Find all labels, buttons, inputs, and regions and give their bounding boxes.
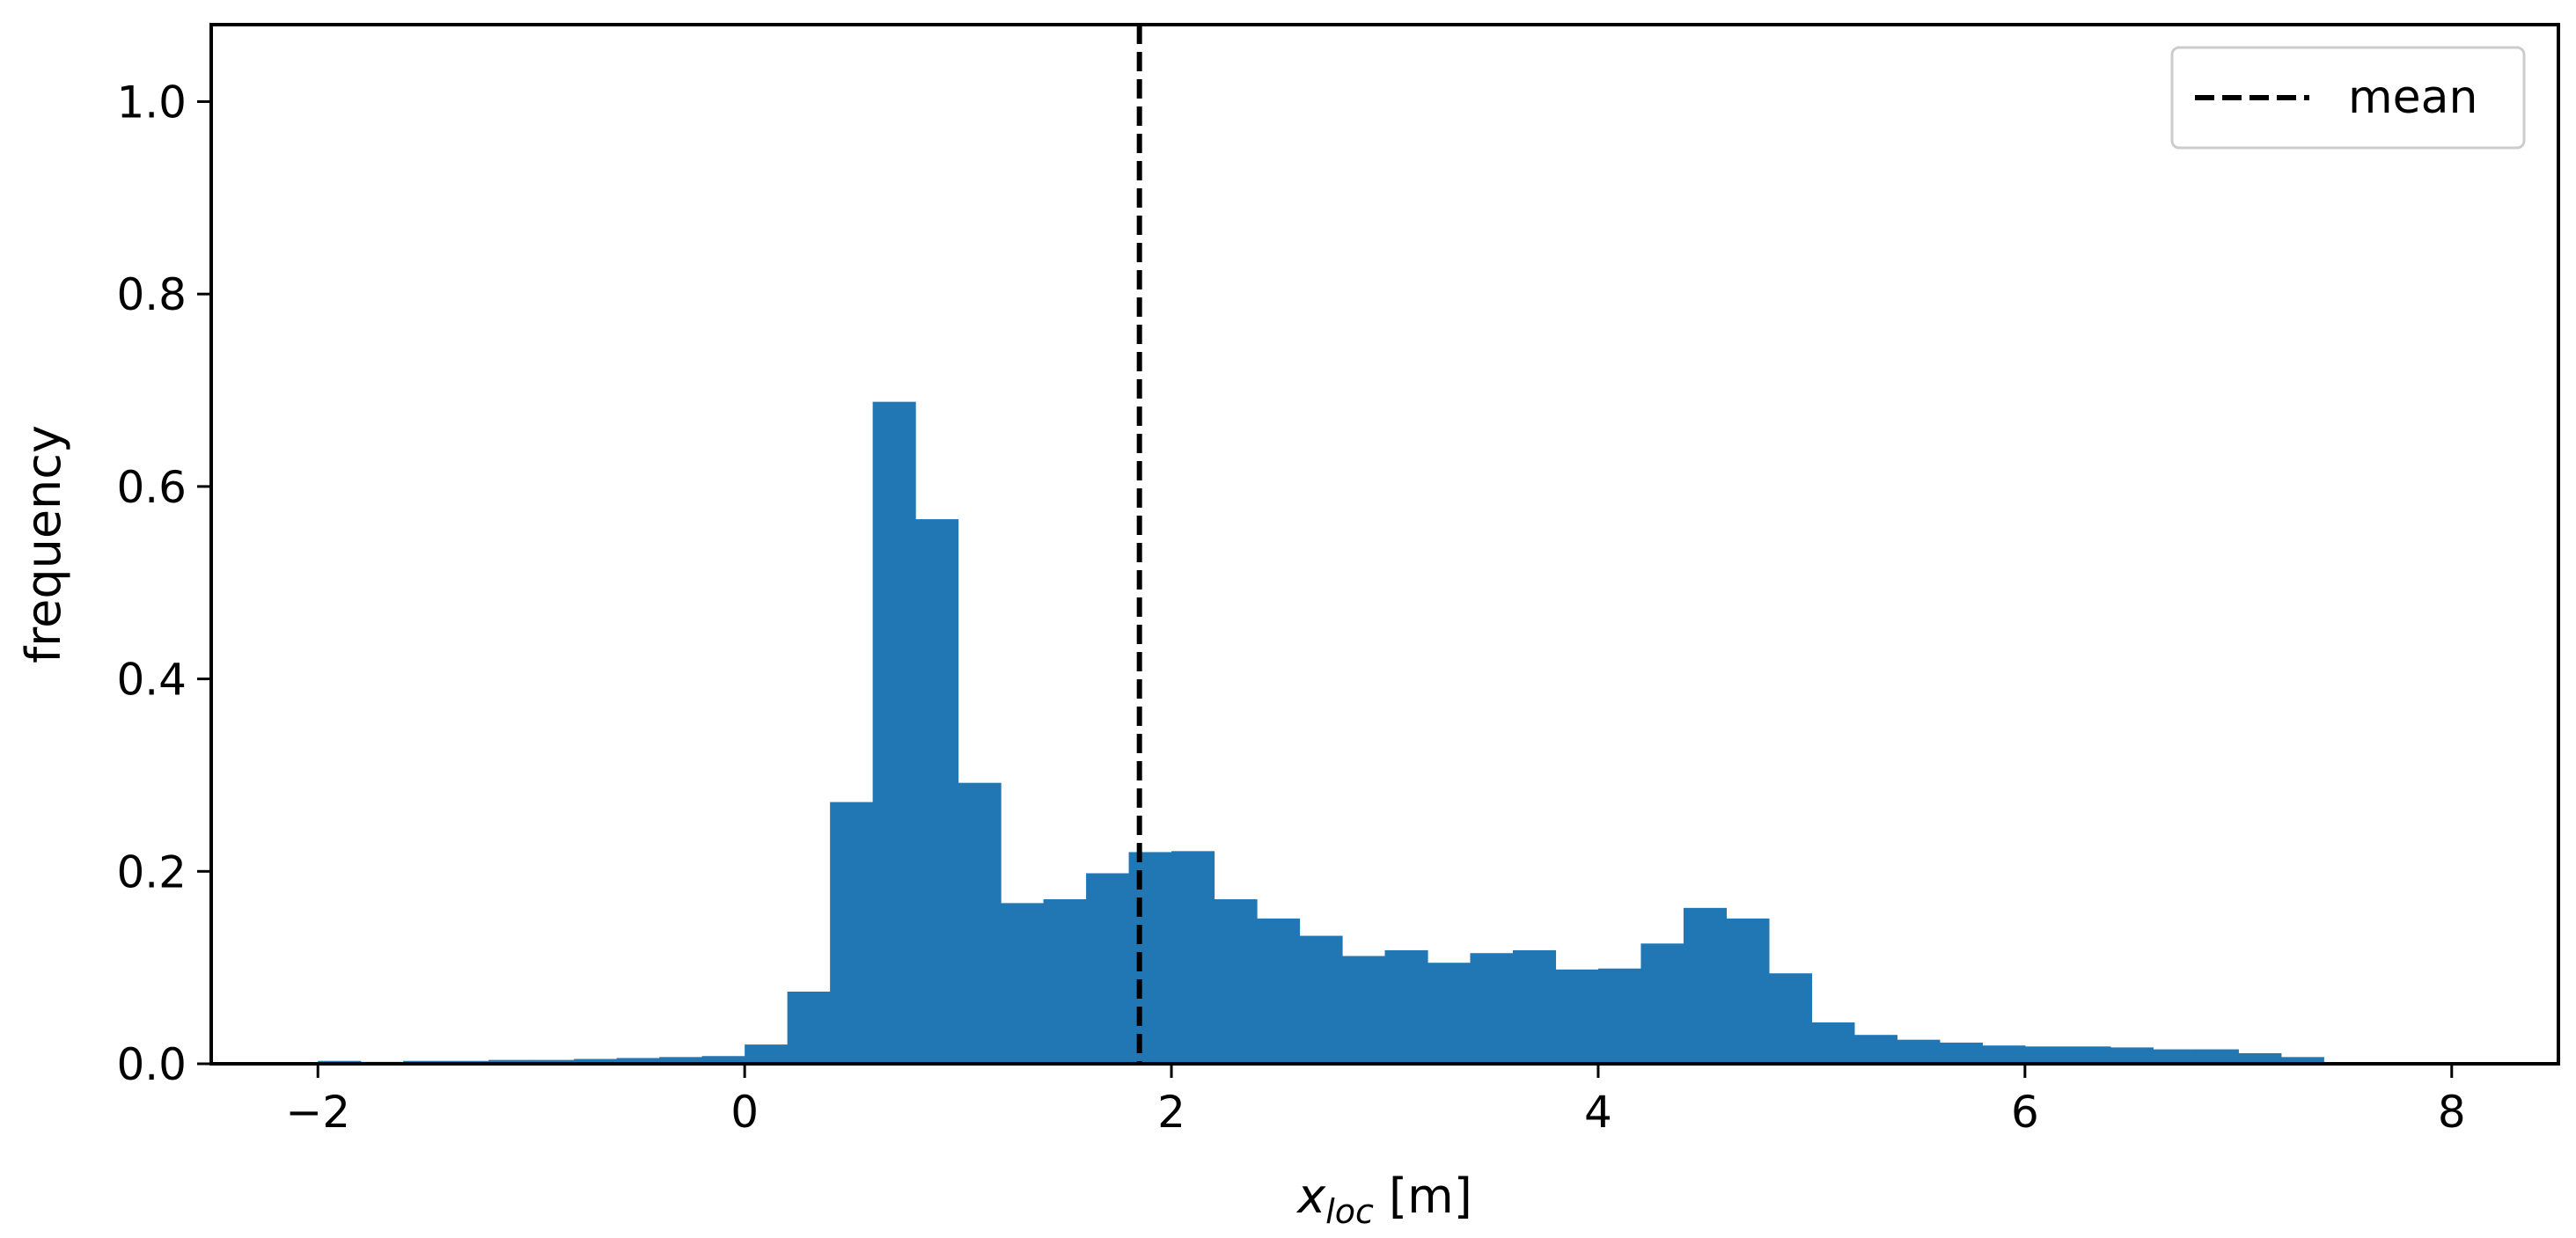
axes-frame (209, 23, 2560, 1066)
legend: mean (2170, 46, 2526, 150)
histogram-bar (1299, 935, 1343, 1064)
histogram-bar (958, 782, 1002, 1064)
x-axis-label: xloc [m] (1295, 1168, 1472, 1231)
histogram-bar (1470, 953, 1514, 1064)
histogram-bar (1768, 973, 1813, 1064)
histogram-bar (1427, 963, 1471, 1064)
histogram-bar (1853, 1035, 1897, 1064)
histogram-bar (1683, 907, 1728, 1064)
histogram-bar (701, 1056, 745, 1064)
histogram-bar (616, 1058, 660, 1064)
histogram-bar (488, 1059, 532, 1064)
histogram-bar (2067, 1046, 2111, 1064)
y-tick-label: 1.0 (116, 77, 187, 128)
histogram-bar (830, 802, 874, 1064)
histogram-bar (745, 1044, 789, 1064)
y-tick-label: 0.6 (116, 462, 187, 513)
bars-layer (318, 401, 2324, 1064)
histogram-bar (1640, 943, 1684, 1064)
histogram-bar (1257, 918, 1301, 1064)
histogram-bar (1214, 899, 1258, 1064)
y-tick-label: 0.0 (116, 1039, 187, 1090)
histogram-bar (1982, 1045, 2026, 1064)
x-tick-label: 4 (1584, 1087, 1612, 1138)
x-tick-label: 8 (2438, 1087, 2466, 1138)
y-tick-label: 0.8 (116, 269, 187, 320)
histogram-bar (2195, 1049, 2239, 1064)
histogram-bar (872, 401, 916, 1064)
histogram-bar (1939, 1042, 1983, 1064)
histogram-bar (2280, 1057, 2324, 1064)
y-tick-label: 0.2 (116, 846, 187, 897)
legend-label-mean: mean (2348, 71, 2477, 124)
y-axis-label: frequency (16, 425, 71, 663)
histogram-bar (1597, 968, 1642, 1064)
histogram-bar (2110, 1047, 2154, 1064)
x-axis-label-var: x (1295, 1168, 1326, 1224)
histogram-bar (2024, 1046, 2068, 1064)
x-tick-label: −2 (285, 1087, 350, 1138)
histogram-bar (1342, 956, 1386, 1064)
histogram-bar (1001, 903, 1045, 1064)
histogram-bar (2238, 1052, 2282, 1064)
histogram-bar (1128, 852, 1172, 1064)
histogram-bar (659, 1057, 703, 1064)
legend-box (2170, 46, 2526, 150)
histogram-bar (531, 1059, 575, 1064)
histogram-bar (1512, 949, 1557, 1064)
y-tick-label: 0.4 (116, 655, 187, 706)
histogram-bar (1726, 918, 1770, 1064)
histogram-bar (1555, 969, 1599, 1064)
histogram-bar (574, 1059, 618, 1064)
x-tick-label: 6 (2011, 1087, 2039, 1138)
histogram-bar (1171, 851, 1215, 1064)
histogram-bar (1384, 949, 1428, 1064)
x-axis-label-subscript: loc (1325, 1192, 1374, 1231)
y-ticks: 0.0 0.2 0.4 0.6 0.8 1.0 (116, 77, 211, 1090)
histogram-bar (1043, 899, 1087, 1064)
histogram-bar (915, 519, 959, 1064)
x-axis-label-unit: [m] (1374, 1168, 1472, 1224)
x-ticks: −2 0 2 4 6 8 (285, 1064, 2466, 1138)
histogram-bar (2153, 1049, 2197, 1064)
histogram-bar (1086, 873, 1130, 1064)
histogram-bar (1811, 1022, 1855, 1064)
histogram-bar (1897, 1039, 1941, 1064)
histogram-bar (787, 991, 831, 1064)
x-tick-label: 0 (730, 1087, 759, 1138)
x-tick-label: 2 (1157, 1087, 1185, 1138)
